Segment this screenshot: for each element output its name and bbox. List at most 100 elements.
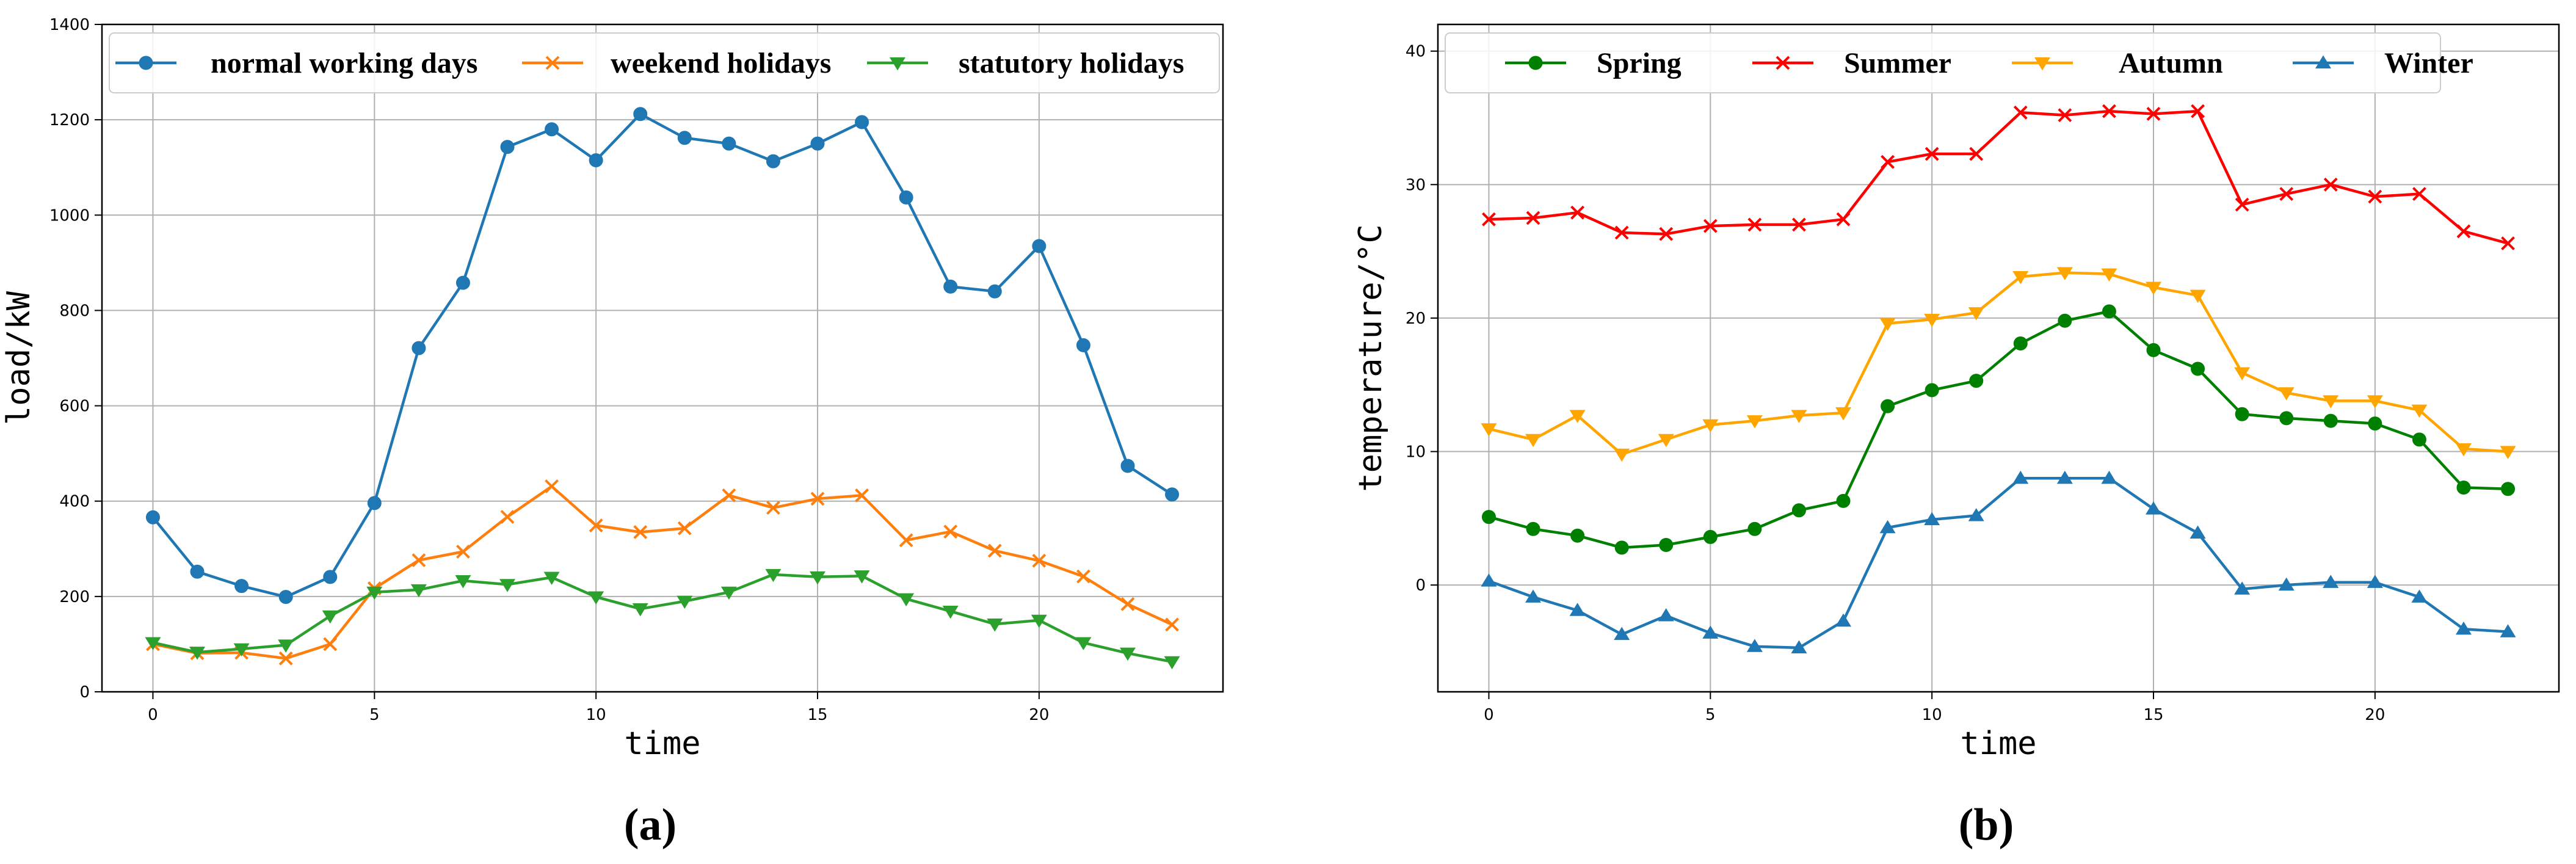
data-point-normal-working-days bbox=[234, 579, 249, 594]
data-point-spring bbox=[1614, 540, 1629, 555]
data-point-statutory-holidays bbox=[588, 591, 604, 604]
data-point-normal-working-days bbox=[412, 341, 426, 355]
data-point-weekend-holidays bbox=[278, 651, 293, 666]
data-point-weekend-holidays bbox=[1120, 597, 1135, 611]
data-point-normal-working-days bbox=[633, 107, 648, 122]
data-point-winter bbox=[2056, 470, 2073, 484]
axes-frame bbox=[101, 23, 1224, 693]
x-tick-label: 5 bbox=[1705, 706, 1716, 724]
data-point-spring bbox=[2102, 304, 2116, 319]
data-point-weekend-holidays bbox=[456, 545, 470, 559]
legend: Spring Summer Autumn Winter bbox=[1445, 32, 2473, 93]
y-tick-label: 1400 bbox=[49, 16, 90, 34]
data-point-winter bbox=[2234, 581, 2251, 595]
series-line-normal-working-days bbox=[151, 112, 1173, 598]
x-tick-label: 0 bbox=[1484, 706, 1494, 724]
data-point-autumn bbox=[1658, 434, 1674, 448]
data-point-summer bbox=[2235, 197, 2249, 212]
series-line-summer bbox=[1489, 109, 2509, 245]
data-point-spring bbox=[2323, 413, 2338, 428]
series-line-autumn bbox=[1488, 271, 2508, 456]
legend-marker-weekend-holidays bbox=[545, 56, 560, 70]
data-point-statutory-holidays bbox=[765, 568, 782, 583]
data-point-statutory-holidays bbox=[1031, 614, 1047, 628]
data-point-statutory-holidays bbox=[1119, 647, 1136, 661]
data-point-spring bbox=[1526, 521, 1540, 536]
data-point-normal-working-days bbox=[278, 590, 293, 604]
data-point-statutory-holidays bbox=[854, 570, 870, 584]
data-point-spring bbox=[2456, 481, 2471, 495]
data-point-weekend-holidays bbox=[766, 501, 780, 515]
data-point-normal-working-days bbox=[455, 275, 470, 290]
series-line-statutory-holidays bbox=[153, 573, 1172, 664]
x-axis-label: time bbox=[1960, 725, 2036, 762]
x-tick-label: 15 bbox=[2143, 706, 2163, 724]
data-point-summer bbox=[1703, 219, 1718, 233]
legend-label-autumn: Autumn bbox=[2119, 47, 2223, 79]
data-point-normal-working-days bbox=[145, 510, 160, 525]
data-point-statutory-holidays bbox=[278, 639, 294, 653]
data-point-autumn bbox=[2012, 271, 2029, 285]
data-point-winter bbox=[2455, 621, 2472, 635]
data-point-normal-working-days bbox=[323, 570, 338, 584]
legend-label-summer: Summer bbox=[1844, 47, 1951, 79]
data-point-winter bbox=[2012, 470, 2029, 484]
data-point-autumn bbox=[1746, 415, 1763, 429]
data-point-winter bbox=[2278, 577, 2295, 591]
data-point-normal-working-days bbox=[589, 153, 603, 168]
panel-label: (b) bbox=[1959, 800, 2014, 850]
data-point-autumn bbox=[1569, 410, 1586, 423]
panel-label: (a) bbox=[624, 800, 677, 850]
data-point-weekend-holidays bbox=[589, 518, 603, 532]
x-tick-label: 5 bbox=[369, 706, 380, 724]
data-point-summer bbox=[1792, 217, 1806, 232]
data-point-spring bbox=[1703, 529, 1718, 544]
data-point-normal-working-days bbox=[367, 496, 382, 510]
data-point-summer bbox=[1659, 227, 1674, 241]
data-point-statutory-holidays bbox=[942, 605, 959, 619]
series-line-weekend-holidays bbox=[153, 485, 1173, 660]
data-point-spring bbox=[2279, 411, 2294, 426]
data-point-normal-working-days bbox=[810, 136, 825, 151]
data-point-normal-working-days bbox=[722, 136, 736, 151]
data-point-normal-working-days bbox=[190, 564, 205, 579]
data-point-autumn bbox=[2190, 289, 2206, 303]
panel-a-load-chart: 0 5 10 15 200200400600800100012001400timeloa… bbox=[1, 16, 1224, 850]
legend-marker-normal-working-days bbox=[139, 56, 153, 70]
data-point-summer bbox=[1969, 147, 1984, 161]
data-point-summer bbox=[2146, 107, 2161, 121]
data-point-summer bbox=[1570, 205, 1585, 220]
data-point-autumn bbox=[1924, 314, 1940, 327]
y-tick-label: 1200 bbox=[49, 111, 90, 129]
data-point-statutory-holidays bbox=[720, 586, 737, 600]
data-point-autumn bbox=[2101, 268, 2117, 282]
y-tick-label: 10 bbox=[1406, 443, 1426, 462]
data-point-summer bbox=[2279, 187, 2294, 201]
data-point-winter bbox=[1481, 573, 1497, 587]
legend-label-normal-working-days: normal working days bbox=[211, 47, 477, 79]
data-point-summer bbox=[2102, 104, 2116, 118]
y-axis-label: load/kW bbox=[1, 291, 37, 425]
data-point-autumn bbox=[2411, 404, 2428, 418]
legend-marker-spring bbox=[1528, 56, 1543, 70]
data-point-statutory-holidays bbox=[322, 610, 338, 624]
data-point-weekend-holidays bbox=[1165, 617, 1179, 632]
y-tick-label: 0 bbox=[79, 683, 90, 702]
data-point-summer bbox=[2456, 224, 2471, 239]
data-point-normal-working-days bbox=[899, 190, 913, 205]
data-point-statutory-holidays bbox=[632, 603, 648, 617]
y-tick-label: 20 bbox=[1406, 310, 1426, 328]
data-point-normal-working-days bbox=[1032, 239, 1047, 253]
data-point-normal-working-days bbox=[1120, 459, 1135, 473]
data-point-spring bbox=[2368, 416, 2382, 431]
data-point-autumn bbox=[2234, 367, 2251, 380]
data-point-winter bbox=[1791, 640, 1807, 653]
panel-b-temperature-chart: 0 5 10 15 20 0 10 20 30 40 time temperature/°C Sprin… bbox=[1352, 23, 2560, 850]
data-point-winter bbox=[1746, 639, 1763, 652]
data-point-autumn bbox=[1835, 407, 1852, 421]
x-tick-label: 10 bbox=[586, 706, 606, 724]
data-point-spring bbox=[1747, 521, 1762, 536]
data-point-statutory-holidays bbox=[543, 572, 560, 585]
data-point-statutory-holidays bbox=[1075, 637, 1092, 650]
data-point-weekend-holidays bbox=[633, 525, 648, 539]
